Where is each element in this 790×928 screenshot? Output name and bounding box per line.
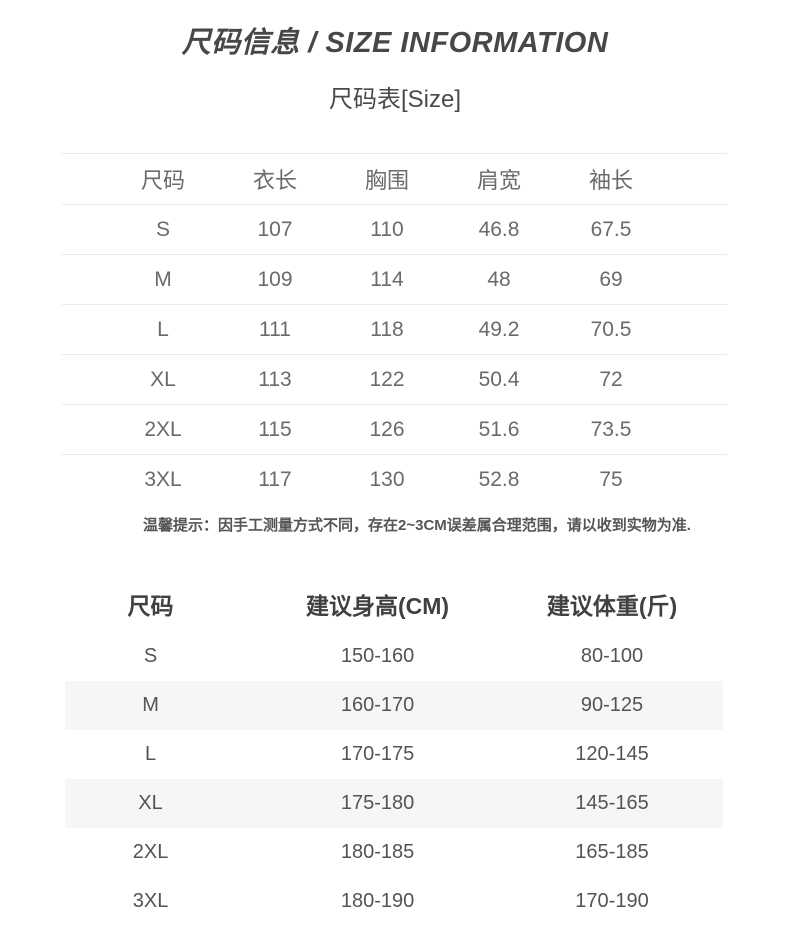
shoulder-value: 51.6 — [478, 417, 520, 441]
fit-row-l: L 170-175 120-145 — [65, 730, 723, 779]
table-row-l: L 111 118 49.2 70.5 — [62, 305, 727, 355]
sleeve-value: 67.5 — [590, 217, 632, 241]
weight-range: 145-165 — [575, 792, 649, 814]
chest-value: 118 — [370, 317, 404, 341]
sleeve-value: 75 — [599, 468, 623, 491]
size-table-header-row: 尺码 衣长 胸围 肩宽 袖长 — [62, 154, 727, 205]
size-label: XL — [150, 367, 176, 391]
length-value: 111 — [259, 317, 291, 341]
weight-range: 170-190 — [575, 890, 649, 912]
height-range: 170-175 — [340, 743, 415, 765]
size-label: M — [142, 694, 159, 716]
size-label: S — [143, 645, 158, 667]
column-header-length: 衣长 — [252, 168, 297, 193]
weight-range: 165-185 — [575, 841, 649, 863]
fit-row-s: S 150-160 80-100 — [65, 632, 723, 681]
fit-row-3xl: 3XL 180-190 170-190 — [65, 877, 723, 926]
chest-value: 122 — [369, 367, 405, 391]
fit-row-xl: XL 175-180 145-165 — [65, 779, 723, 828]
chest-value: 126 — [369, 417, 405, 441]
size-chart-subtitle: 尺码表[Size] — [328, 86, 462, 113]
weight-range: 80-100 — [580, 645, 644, 667]
fit-row-m: M 160-170 90-125 — [65, 681, 723, 730]
column-header-chest: 胸围 — [364, 168, 409, 193]
table-row-xl: XL 113 122 50.4 72 — [62, 355, 727, 405]
shoulder-value: 48 — [487, 267, 511, 291]
size-label: M — [154, 267, 172, 291]
size-label: 3XL — [144, 468, 182, 491]
length-value: 113 — [258, 367, 292, 391]
column-header-weight: 建议体重(斤) — [546, 593, 678, 619]
height-range: 180-190 — [340, 890, 415, 912]
measurement-tolerance-notice: 温馨提示：因手工测量方式不同，存在2~3CM误差属合理范围，请以收到实物为准. — [143, 517, 691, 534]
shoulder-value: 46.8 — [478, 217, 520, 241]
shoulder-value: 50.4 — [478, 367, 520, 391]
height-range: 150-160 — [340, 645, 415, 667]
fit-recommendation-table: 尺码 建议身高(CM) 建议体重(斤) S 150-160 80-100 M 1… — [65, 576, 723, 926]
size-measurements-table: 尺码 衣长 胸围 肩宽 袖长 S 107 110 46.8 67.5 M 109… — [62, 153, 727, 505]
height-range: 180-185 — [340, 841, 415, 863]
page-title: 尺码信息 / SIZE INFORMATION — [181, 27, 609, 59]
size-label: 2XL — [132, 841, 169, 863]
table-row-s: S 107 110 46.8 67.5 — [62, 205, 727, 255]
chest-value: 130 — [369, 468, 405, 491]
column-header-shoulder: 肩宽 — [476, 168, 521, 193]
sleeve-value: 69 — [599, 267, 623, 291]
height-range: 175-180 — [340, 792, 415, 814]
column-header-size: 尺码 — [127, 593, 174, 619]
weight-range: 90-125 — [580, 694, 644, 716]
size-label: S — [155, 217, 170, 241]
column-header-height: 建议身高(CM) — [306, 593, 450, 619]
shoulder-value: 52.8 — [478, 468, 520, 491]
size-label: 3XL — [132, 890, 169, 912]
size-label: L — [157, 317, 169, 341]
chest-value: 110 — [370, 217, 404, 241]
sleeve-value: 70.5 — [590, 317, 632, 341]
fit-table-header-row: 尺码 建议身高(CM) 建议体重(斤) — [65, 576, 723, 632]
height-range: 160-170 — [340, 694, 415, 716]
size-label: L — [144, 743, 157, 765]
column-header-sleeve: 袖长 — [588, 168, 633, 193]
length-value: 117 — [258, 468, 292, 491]
table-row-m: M 109 114 48 69 — [62, 255, 727, 305]
length-value: 107 — [257, 217, 293, 241]
fit-row-2xl: 2XL 180-185 165-185 — [65, 828, 723, 877]
size-label: 2XL — [144, 417, 182, 441]
sleeve-value: 73.5 — [590, 417, 632, 441]
length-value: 115 — [258, 417, 292, 441]
weight-range: 120-145 — [575, 743, 649, 765]
size-label: XL — [138, 792, 163, 814]
length-value: 109 — [257, 267, 293, 291]
table-row-2xl: 2XL 115 126 51.6 73.5 — [62, 405, 727, 455]
table-row-3xl: 3XL 117 130 52.8 75 — [62, 455, 727, 505]
sleeve-value: 72 — [599, 367, 623, 391]
chest-value: 114 — [370, 267, 404, 291]
shoulder-value: 49.2 — [478, 317, 520, 341]
column-header-size: 尺码 — [140, 168, 185, 193]
